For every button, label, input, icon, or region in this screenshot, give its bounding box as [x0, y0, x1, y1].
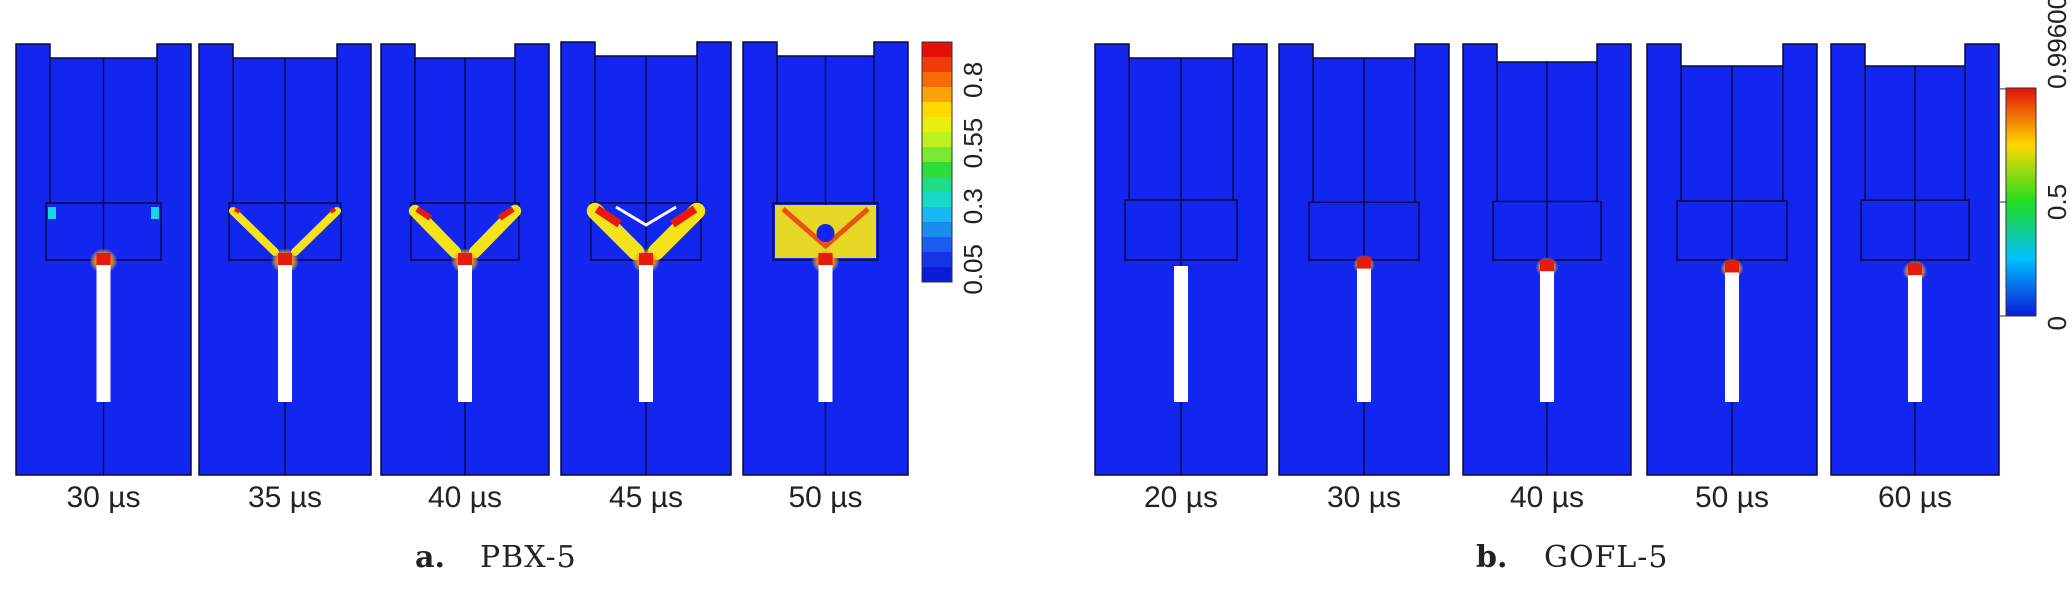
specimen-frame: 35 µs — [198, 43, 372, 514]
colorbar-band — [922, 192, 952, 208]
damage-zone — [775, 205, 876, 274]
colorbar-band — [922, 267, 952, 283]
time-label: 20 µs — [1144, 481, 1218, 514]
time-label: 45 µs — [609, 481, 683, 514]
time-label: 40 µs — [1510, 481, 1584, 514]
colorbar-tick-label: 0.3 — [958, 188, 988, 224]
time-label: 30 µs — [67, 481, 141, 514]
time-label: 30 µs — [1327, 481, 1401, 514]
specimen-frame: 30 µs — [1278, 43, 1450, 514]
notch-hole — [818, 265, 833, 402]
panel-b-letter: b. — [1476, 540, 1507, 575]
specimen-frame: 40 µs — [1462, 43, 1632, 514]
colorbar-band — [922, 132, 952, 148]
notch-hole — [1908, 275, 1922, 402]
colorbar-band — [922, 237, 952, 253]
colorbar-tick-label: 0.05 — [958, 244, 988, 295]
time-label: 35 µs — [248, 481, 322, 514]
notch-hole — [1725, 272, 1739, 402]
colorbar-b: 0 0.5 0.996001 — [2000, 0, 2072, 330]
specimen-frame: 50 µs — [742, 41, 909, 514]
colorbar-band — [922, 252, 952, 268]
notch-hole — [278, 265, 292, 402]
specimen-frame: 60 µs — [1830, 43, 2000, 514]
colorbar-band — [922, 57, 952, 73]
specimen-frame: 45 µs — [560, 41, 732, 514]
colorbar-band — [922, 72, 952, 88]
time-label: 50 µs — [789, 481, 863, 514]
notch-hole — [1174, 266, 1188, 402]
notch-hole — [458, 265, 472, 402]
panel-a-letter: a. — [415, 540, 445, 575]
colorbar-band — [922, 117, 952, 133]
specimen-frame: 40 µs — [380, 43, 550, 514]
notch-hole — [1540, 271, 1554, 402]
specimen-frame: 20 µs — [1094, 43, 1268, 514]
panel-b: 20 µs 30 µs 40 µs 50 µs 60 µs — [1094, 43, 2000, 514]
time-label: 50 µs — [1695, 481, 1769, 514]
colorbar-band — [922, 147, 952, 163]
colorbar-band — [922, 42, 952, 58]
panel-b-name: GOFL-5 — [1544, 540, 1669, 575]
colorbar-tick-label: 0.55 — [958, 118, 988, 169]
colorbar-band — [922, 162, 952, 178]
panel-a: 30 µs 35 µs 40 µs 45 µs 50 µs — [15, 41, 909, 514]
notch-hole — [96, 265, 111, 402]
specimen-frame: 30 µs — [15, 43, 192, 514]
time-label: 60 µs — [1878, 481, 1952, 514]
colorbar-band — [922, 87, 952, 103]
notch-hole — [1357, 268, 1371, 402]
colorbar-band — [922, 222, 952, 238]
damage-zone — [586, 202, 706, 274]
colorbar-tick-label: 0.8 — [958, 62, 988, 98]
colorbar-a: 0.05 0.3 0.55 0.8 — [921, 41, 988, 295]
colorbar-band — [922, 207, 952, 223]
notch-hole — [639, 265, 653, 402]
colorbar-tick-label: 0 — [2042, 316, 2072, 330]
specimen-outline — [410, 58, 520, 475]
colorbar-band — [922, 102, 952, 118]
colorbar-gradient — [2005, 87, 2037, 317]
specimen-frame: 50 µs — [1646, 43, 1818, 514]
time-label: 40 µs — [428, 481, 502, 514]
panel-a-name: PBX-5 — [480, 540, 577, 575]
colorbar-band — [922, 177, 952, 193]
colorbar-tick-label: 0.5 — [2042, 184, 2072, 220]
colorbar-tick-label: 0.996001 — [2042, 0, 2072, 89]
